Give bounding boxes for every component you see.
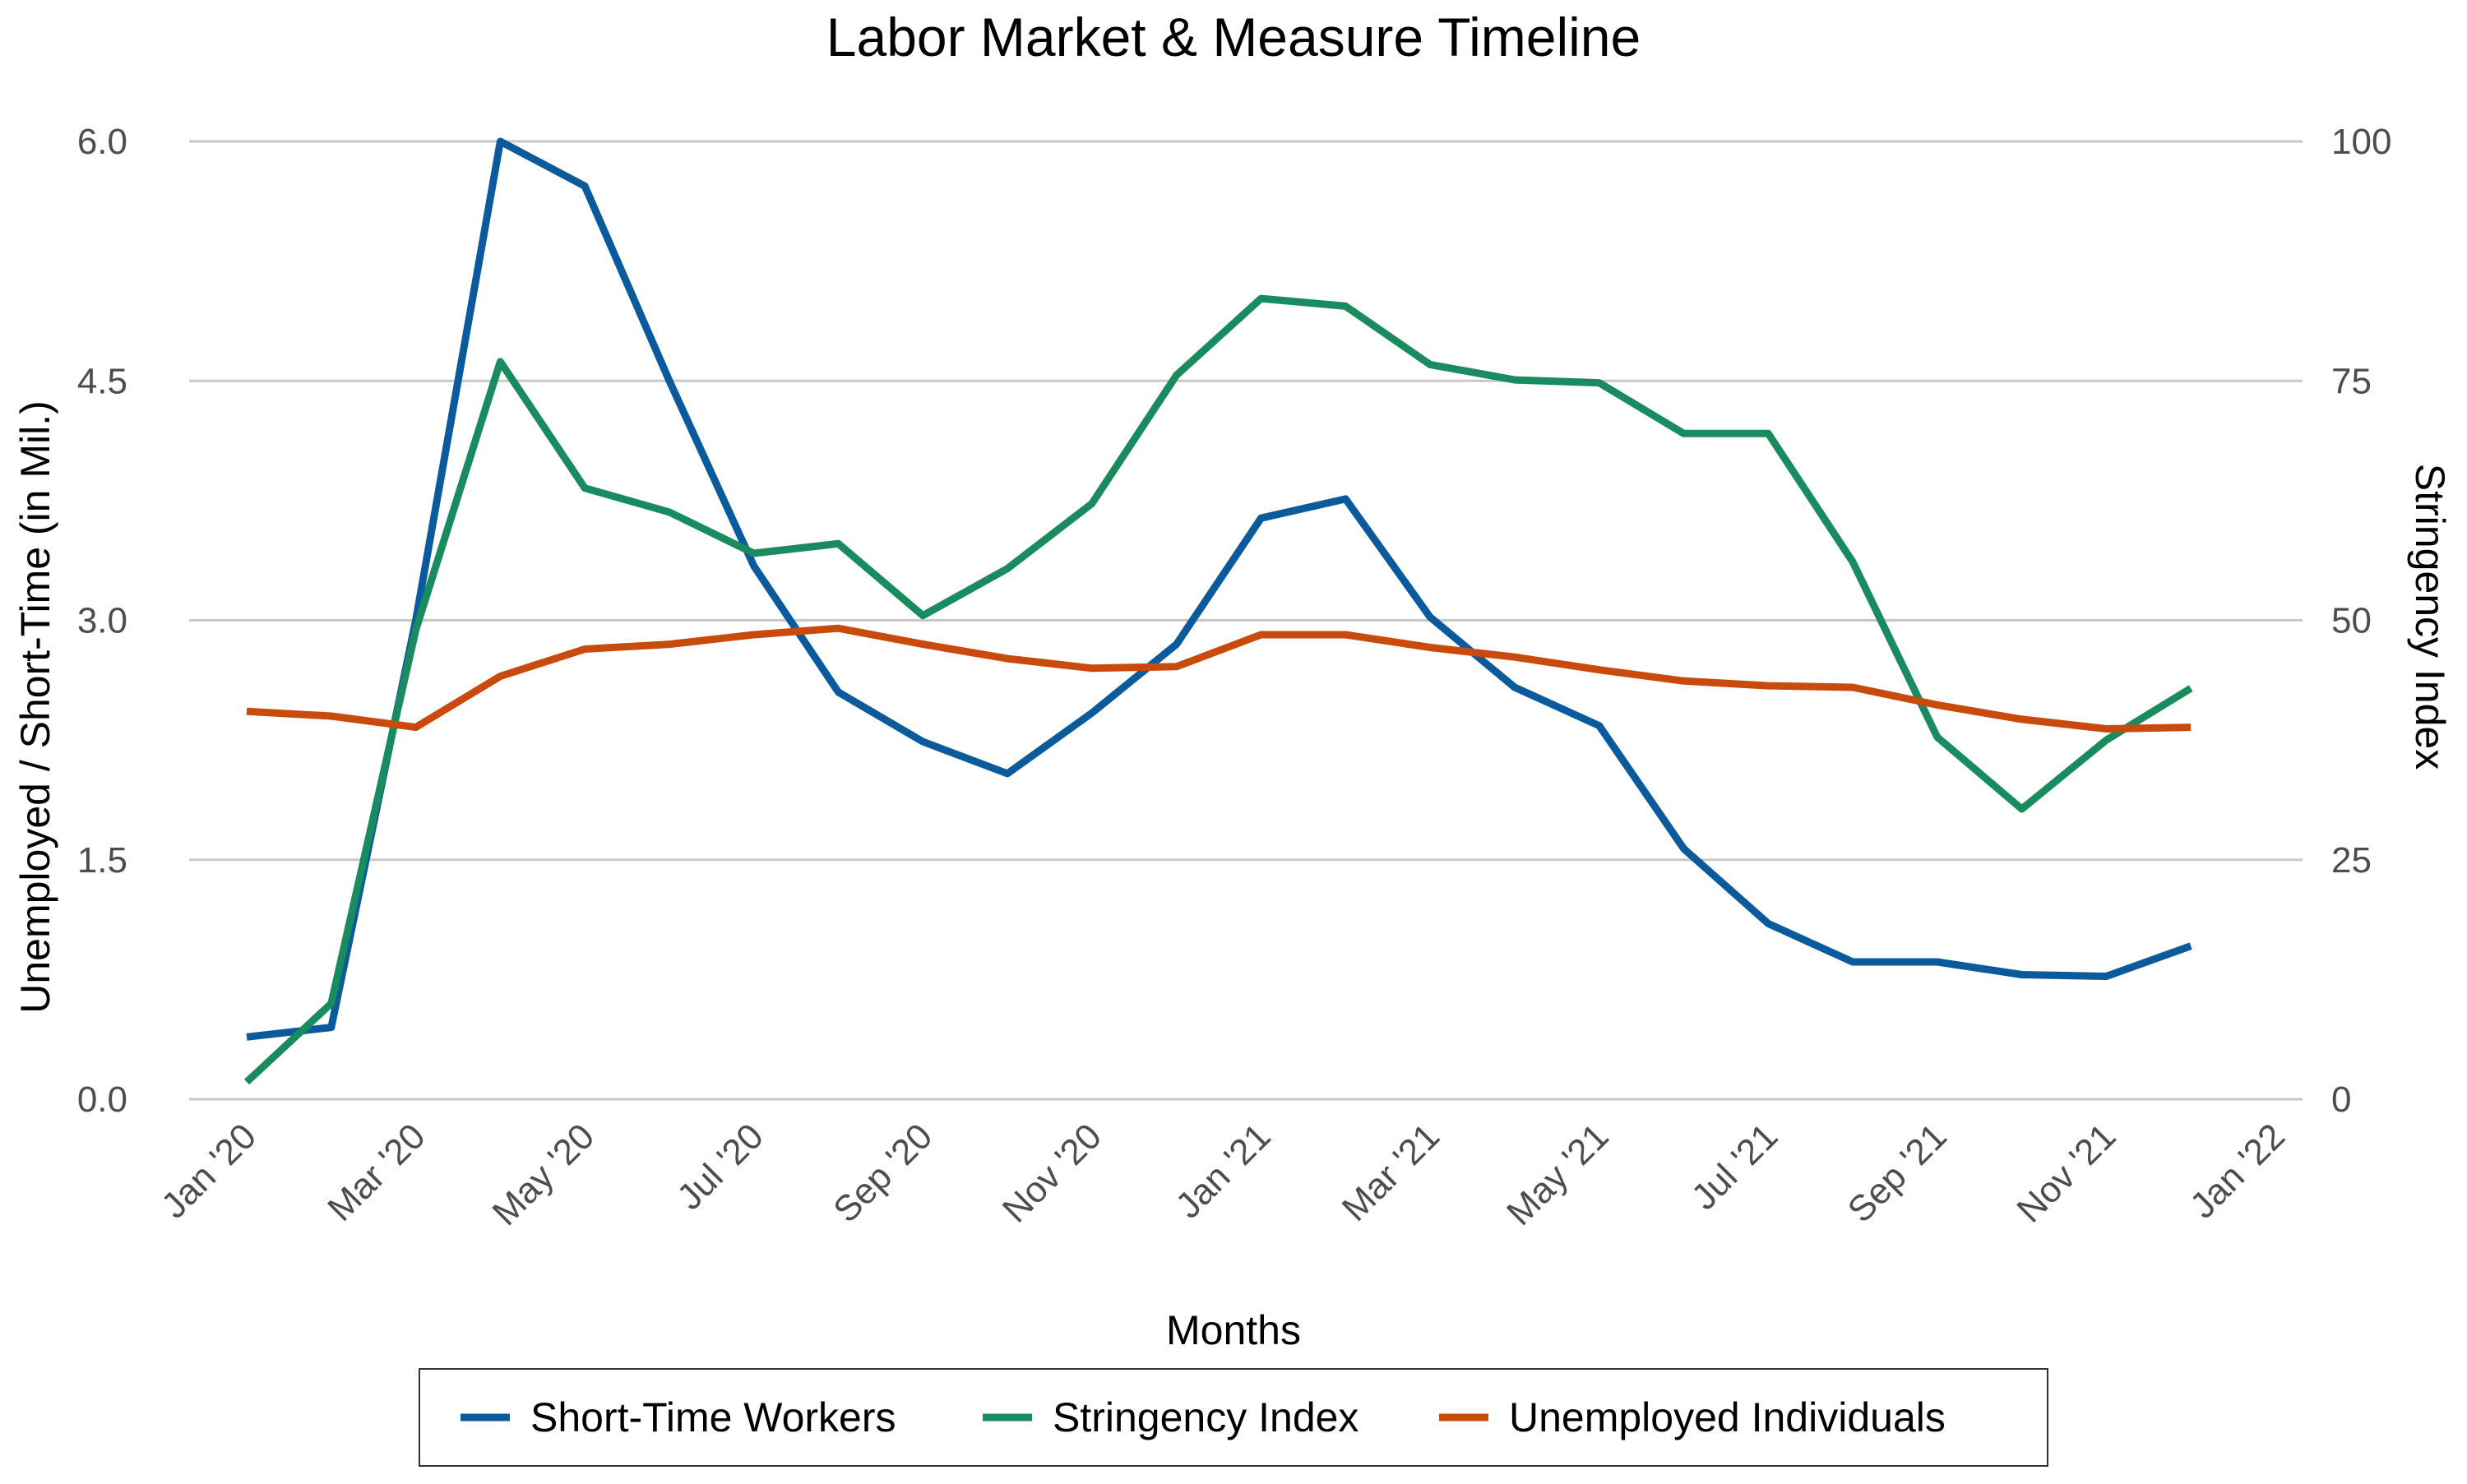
series-line-short-time-workers: [246, 137, 2192, 1041]
series-lines: [243, 137, 2193, 1085]
right-axis-ticks: 0 25 50 75 100: [2331, 122, 2391, 1120]
legend-label: Short-Time Workers: [530, 1394, 896, 1440]
legend-box: [419, 1368, 2048, 1467]
x-tick-label: Mar '20: [320, 1116, 433, 1228]
y-axis-right-label: Stringency Index: [2407, 464, 2453, 770]
x-tick-label: Jul '20: [669, 1116, 771, 1218]
x-tick-label: Sep '21: [1840, 1116, 1955, 1230]
x-tick-label: Sep '20: [826, 1116, 940, 1230]
y-left-tick-label: 6.0: [77, 122, 127, 162]
y-axis-left-label: Unemployed / Short-Time (in Mil.): [12, 400, 58, 1014]
gridlines: [189, 140, 2303, 1101]
legend-label: Stringency Index: [1053, 1394, 1358, 1440]
x-tick-label: Mar '21: [1335, 1116, 1447, 1228]
y-right-tick-label: 50: [2331, 601, 2372, 641]
y-left-tick-label: 4.5: [77, 361, 127, 401]
legend-items: Short-Time Workers Stringency Index Unempl…: [461, 1394, 1946, 1440]
series-line-stringency-index: [243, 294, 2193, 1085]
y-right-tick-label: 0: [2331, 1079, 2351, 1120]
x-tick-label: Nov '20: [995, 1116, 1109, 1230]
legend: Short-Time Workers Stringency Index Unempl…: [419, 1368, 2048, 1467]
series-line-unemployed-individuals: [246, 624, 2192, 733]
chart-title: Labor Market & Measure Timeline: [826, 7, 1641, 67]
x-axis-ticks: Jan '20 Mar '20 May '20 Jul '20 Sep '20 Nov '…: [154, 1116, 2293, 1233]
legend-item: Unemployed Individuals: [1439, 1394, 1946, 1440]
x-tick-label: Jul '21: [1684, 1116, 1786, 1218]
x-tick-label: Jan '22: [2182, 1116, 2293, 1226]
legend-item: Stringency Index: [983, 1394, 1358, 1440]
y-right-tick-label: 75: [2331, 361, 2372, 401]
y-left-tick-label: 0.0: [77, 1079, 127, 1120]
y-left-tick-label: 3.0: [77, 601, 127, 641]
left-axis-ticks: 0.0 1.5 3.0 4.5 6.0: [77, 122, 127, 1120]
x-tick-label: Nov '21: [2009, 1116, 2123, 1230]
x-tick-label: May '21: [1499, 1116, 1617, 1233]
legend-label: Unemployed Individuals: [1509, 1394, 1946, 1440]
x-tick-label: Jan '21: [1169, 1116, 1279, 1226]
legend-item: Short-Time Workers: [461, 1394, 896, 1440]
x-tick-label: Jan '20: [154, 1116, 264, 1226]
x-tick-label: May '20: [485, 1116, 603, 1233]
y-left-tick-label: 1.5: [77, 840, 127, 881]
x-axis-label: Months: [1166, 1307, 1301, 1353]
y-right-tick-label: 25: [2331, 840, 2372, 881]
y-right-tick-label: 100: [2331, 122, 2391, 162]
